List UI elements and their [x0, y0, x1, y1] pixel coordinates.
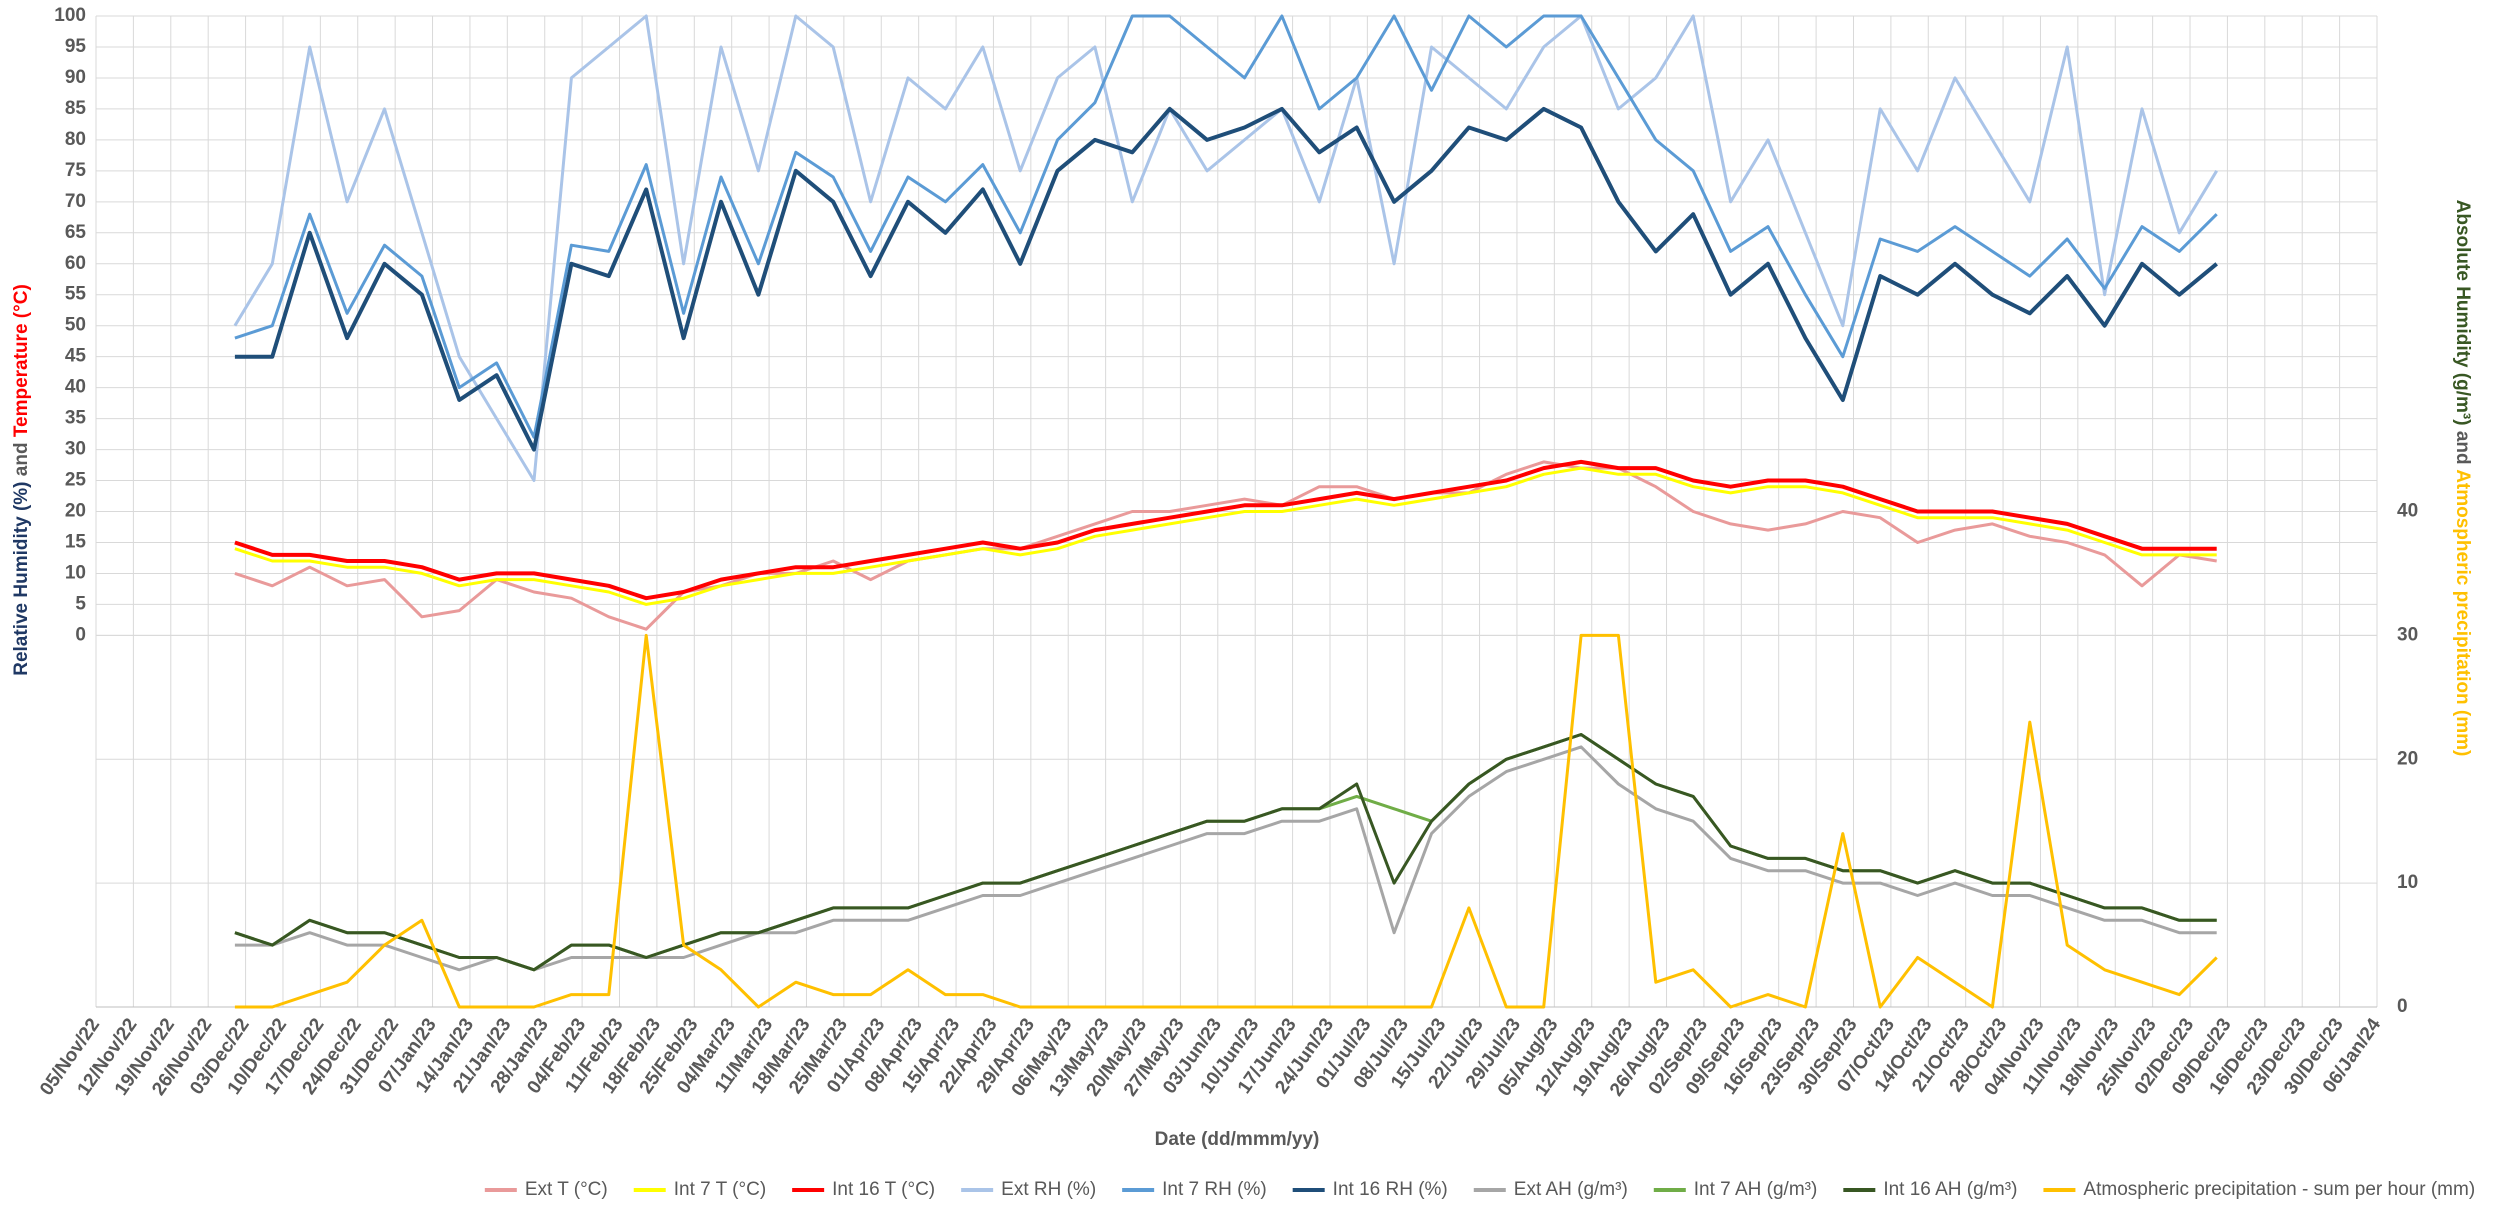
- y-tick-label: 55: [65, 284, 87, 305]
- y-tick-label: 10: [65, 562, 86, 583]
- y-tick-label: 90: [65, 67, 86, 88]
- y-tick-label: 45: [65, 346, 87, 367]
- y2-tick-label: 0: [2397, 996, 2408, 1017]
- y-tick-label: 95: [65, 36, 87, 57]
- series-line: [234, 466, 2217, 606]
- legend-label: Ext RH (%): [1001, 1179, 1096, 1200]
- legend: Ext T (°C) Int 7 T (°C) Int 16 T (°C) Ext R…: [484, 1179, 2475, 1200]
- legend-label: Int 16 RH (%): [1333, 1179, 1448, 1200]
- series-line: [234, 14, 2218, 439]
- y-label-part: and: [11, 442, 32, 476]
- y-tick-label: 85: [65, 98, 87, 119]
- legend-label: Int 16 T (°C): [832, 1179, 935, 1200]
- legend-item: Int 16 AH (g/m³): [1843, 1179, 2017, 1200]
- y-tick-label: 40: [65, 377, 86, 398]
- y-tick-label: 30: [65, 439, 86, 460]
- y-tick-label: 75: [65, 160, 87, 181]
- series-line: [233, 14, 2218, 482]
- y-tick-label: 15: [65, 531, 87, 552]
- y-tick-label: 20: [65, 501, 86, 522]
- series-line: [234, 106, 2218, 452]
- legend-item: Int 7 T (°C): [633, 1179, 766, 1200]
- y-tick-label: 0: [75, 624, 86, 645]
- legend-item: Int 7 RH (%): [1122, 1179, 1267, 1200]
- y-label-part: Relative Humidity (%): [11, 482, 32, 676]
- series-line: [234, 733, 2217, 972]
- legend-item: Ext AH (g/m³): [1473, 1179, 1628, 1200]
- y2-label-part: and: [2452, 431, 2473, 465]
- y-tick-label: 50: [65, 315, 86, 336]
- legend-item: Atmospheric precipitation - sum per hour…: [2043, 1179, 2475, 1200]
- legend-label: Int 16 AH (g/m³): [1883, 1179, 2017, 1200]
- y-tick-label: 35: [65, 408, 87, 429]
- y2-tick-label: 20: [2397, 748, 2418, 769]
- y-tick-label: 80: [65, 129, 86, 150]
- x-axis-label: Date (dd/mmm/yy): [1155, 1129, 1320, 1150]
- legend-label: Atmospheric precipitation - sum per hour…: [2083, 1179, 2475, 1200]
- series-line: [234, 460, 2217, 631]
- legend-item: Ext T (°C): [484, 1179, 608, 1200]
- y2-label-part: Absolute Humidity (g/m³): [2452, 200, 2473, 426]
- y-label-part: Temperature (°C): [11, 284, 32, 437]
- legend-label: Ext AH (g/m³): [1514, 1179, 1628, 1200]
- y2-tick-label: 10: [2397, 872, 2418, 893]
- y-tick-label: 100: [54, 5, 86, 26]
- legend-item: Ext RH (%): [961, 1179, 1096, 1200]
- series-line: [234, 459, 2217, 601]
- legend-label: Int 7 RH (%): [1162, 1179, 1267, 1200]
- y-tick-label: 60: [65, 253, 86, 274]
- y-tick-label: 70: [65, 191, 86, 212]
- legend-item: Int 16 RH (%): [1292, 1179, 1448, 1200]
- series-line: [234, 733, 2217, 972]
- legend-label: Int 7 T (°C): [674, 1179, 766, 1200]
- legend-item: Int 7 AH (g/m³): [1653, 1179, 1818, 1200]
- y2-tick-label: 40: [2397, 501, 2418, 522]
- y-axis-label: Relative Humidity (%) and Temperature (°…: [11, 284, 32, 676]
- series-line: [234, 633, 2218, 1009]
- y2-tick-label: 30: [2397, 624, 2418, 645]
- y-tick-label: 5: [75, 593, 86, 614]
- y-tick-label: 65: [65, 222, 87, 243]
- y2-label-part: Atmospheric precipitation (mm): [2452, 469, 2473, 756]
- y-tick-label: 25: [65, 470, 87, 491]
- series-line: [234, 745, 2217, 972]
- legend-label: Ext T (°C): [525, 1179, 608, 1200]
- legend-label: Int 7 AH (g/m³): [1694, 1179, 1818, 1200]
- y2-axis-label: Absolute Humidity (g/m³) and Atmospheric…: [2452, 200, 2473, 757]
- legend-item: Int 16 T (°C): [792, 1179, 935, 1200]
